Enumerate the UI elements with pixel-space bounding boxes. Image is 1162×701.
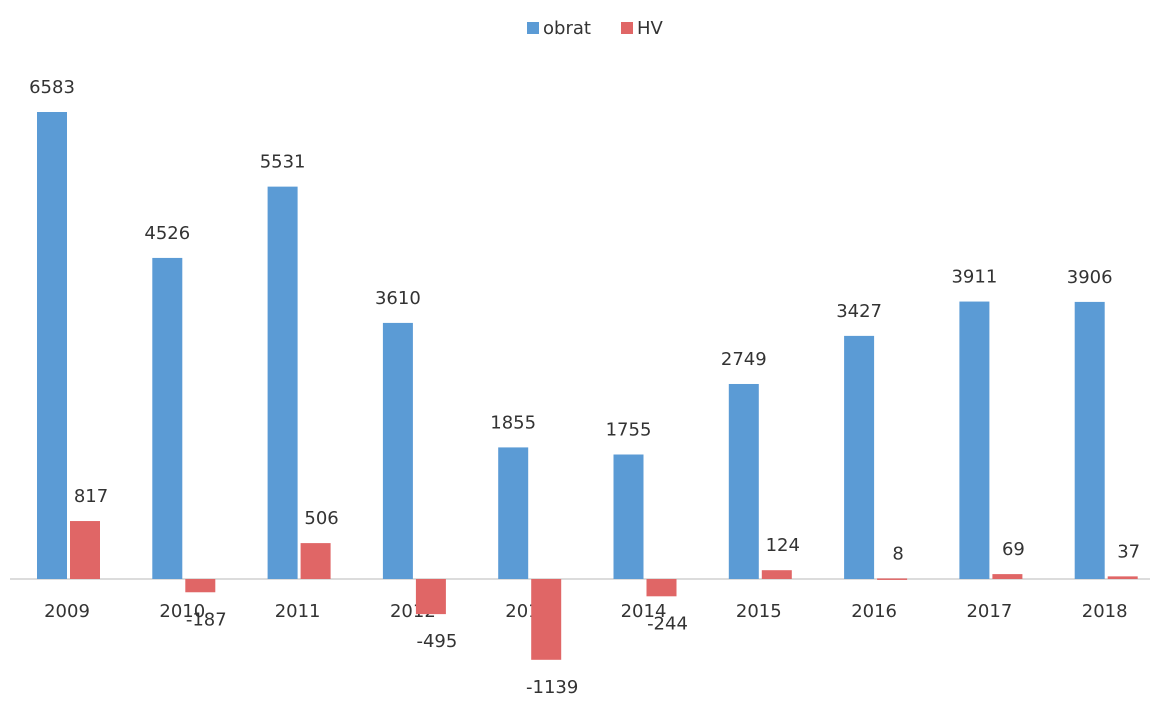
data-label: 69 — [1002, 539, 1025, 560]
bar — [382, 322, 413, 579]
bar — [959, 301, 990, 579]
bar — [498, 447, 529, 579]
bar — [415, 579, 446, 615]
data-label: 8 — [892, 543, 903, 564]
data-label: 1855 — [490, 412, 536, 433]
data-label: 4526 — [144, 223, 190, 244]
data-label: 124 — [766, 535, 800, 556]
data-label: 3427 — [836, 301, 882, 322]
x-tick-label: 2017 — [966, 601, 1012, 622]
data-label: 1755 — [606, 419, 652, 440]
data-label: -1139 — [526, 677, 578, 698]
bar — [761, 570, 792, 579]
data-label: 3911 — [951, 267, 997, 288]
bar — [267, 186, 298, 579]
legend-swatch — [527, 22, 539, 34]
data-label: -244 — [647, 613, 688, 634]
data-label: -495 — [416, 631, 457, 652]
x-tick-label: 2011 — [275, 601, 321, 622]
bar — [152, 257, 183, 579]
bar — [185, 579, 216, 593]
data-label: 5531 — [260, 152, 306, 173]
x-tick-label: 2016 — [851, 601, 897, 622]
x-tick-label: 2014 — [621, 601, 667, 622]
x-tick-label: 2018 — [1082, 601, 1128, 622]
bar — [877, 578, 908, 580]
x-tick-label: 2009 — [44, 601, 90, 622]
bar — [300, 543, 331, 579]
data-label: -187 — [186, 609, 227, 630]
bar — [844, 335, 875, 579]
bar — [531, 579, 562, 660]
x-tick-label: 2010 — [159, 601, 205, 622]
bar — [646, 579, 677, 597]
bar — [992, 574, 1023, 579]
legend-label: HV — [637, 18, 664, 39]
bar — [1107, 576, 1138, 579]
bar — [70, 521, 100, 579]
bar — [37, 112, 67, 579]
data-label: 2749 — [721, 349, 767, 370]
data-label: 3906 — [1067, 267, 1113, 288]
data-label: 817 — [74, 486, 108, 507]
x-tick-label: 2015 — [736, 601, 782, 622]
data-label: 506 — [304, 508, 338, 529]
bar — [1074, 301, 1105, 579]
legend-swatch — [621, 22, 633, 34]
data-label: 6583 — [29, 77, 75, 98]
data-label: 37 — [1117, 541, 1140, 562]
bar — [728, 383, 759, 579]
legend-label: obrat — [543, 18, 591, 39]
bar — [613, 454, 644, 579]
data-label: 3610 — [375, 288, 421, 309]
